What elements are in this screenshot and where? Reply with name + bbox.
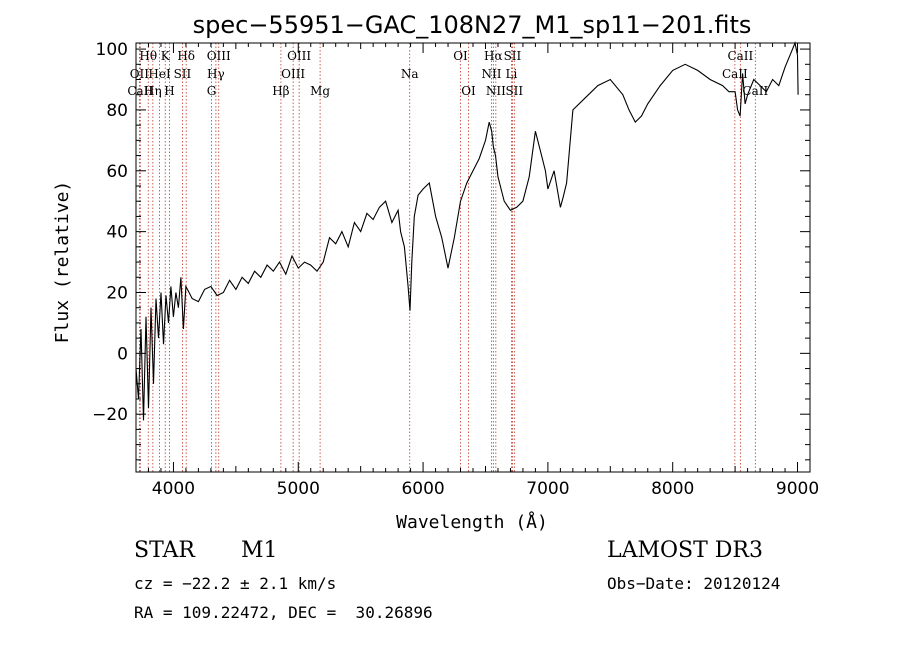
emission-line-label: Na [401, 67, 419, 81]
x-tick-label: 5000 [277, 479, 320, 499]
y-tick-label: 100 [96, 40, 128, 60]
x-tick-label: 9000 [776, 479, 819, 499]
y-tick-label: −20 [92, 405, 128, 425]
emission-line-label: Hγ [207, 67, 225, 81]
emission-line-label: Mg [310, 84, 330, 98]
emission-line-label: Hα [484, 49, 503, 63]
x-tick-label: 7000 [526, 479, 569, 499]
emission-line-label: HeI [148, 67, 171, 81]
plot-frame [135, 42, 811, 473]
emission-line-label: OIII [207, 49, 231, 63]
emission-line-label: OIII [281, 67, 305, 81]
x-tick-label: 6000 [401, 479, 444, 499]
x-axis-title: Wavelength (Å) [396, 511, 548, 533]
flux-series-line [135, 41, 799, 421]
emission-line-label: Hθ [139, 49, 157, 63]
emission-line-label: OII [130, 67, 150, 81]
emission-line-label: CaII [127, 84, 153, 98]
coordinates: RA = 109.22472, DEC = 30.26896 [134, 603, 433, 622]
survey-name: LAMOST DR3 [607, 538, 763, 563]
emission-line-label: CaII [727, 49, 753, 63]
object-class: STAR [134, 538, 195, 563]
y-tick-label: 20 [106, 283, 128, 303]
emission-line-label: OI [461, 84, 476, 98]
chart-title: spec−55951−GAC_108N27_M1_sp11−201.fits [193, 11, 752, 39]
emission-line-label: SII [174, 67, 192, 81]
emission-line-label: K [161, 49, 171, 63]
x-tick-label: 4000 [152, 479, 195, 499]
emission-line-label: G [207, 84, 217, 98]
emission-line-label: Li [506, 67, 518, 81]
emission-line-label: H [164, 84, 174, 98]
emission-line-label: NII [486, 84, 506, 98]
emission-line-label: Hβ [272, 84, 289, 98]
emission-line-label: OI [453, 49, 468, 63]
spectrum-chart: spec−55951−GAC_108N27_M1_sp11−201.fits H… [52, 11, 819, 533]
emission-line-label: Hδ [177, 49, 195, 63]
emission-line-label: CaII [742, 84, 768, 98]
redshift-readout: cz = −22.2 ± 2.1 km/s [134, 574, 337, 593]
emission-line-label: NII [481, 67, 501, 81]
obs-date: Obs−Date: 20120124 [607, 574, 781, 593]
emission-line-label: Hη [144, 84, 162, 98]
object-subclass: M1 [241, 538, 278, 563]
x-tick-label: 8000 [651, 479, 694, 499]
emission-line-label: SII [504, 49, 522, 63]
emission-line-markers [138, 43, 756, 472]
y-tick-label: 60 [106, 162, 128, 182]
x-axis-ticks: 4000 5000 6000 7000 8000 9000 [147, 43, 819, 499]
y-axis-title: Flux (relative) [52, 181, 73, 344]
y-tick-label: 40 [106, 223, 128, 243]
emission-line-label: CaII [722, 67, 748, 81]
emission-line-label: OIII [287, 49, 311, 63]
y-tick-label: 80 [106, 101, 128, 121]
emission-line-label: SII [505, 84, 523, 98]
y-tick-label: 0 [117, 344, 128, 364]
y-axis-ticks: −20 0 20 40 60 80 100 [92, 40, 810, 461]
